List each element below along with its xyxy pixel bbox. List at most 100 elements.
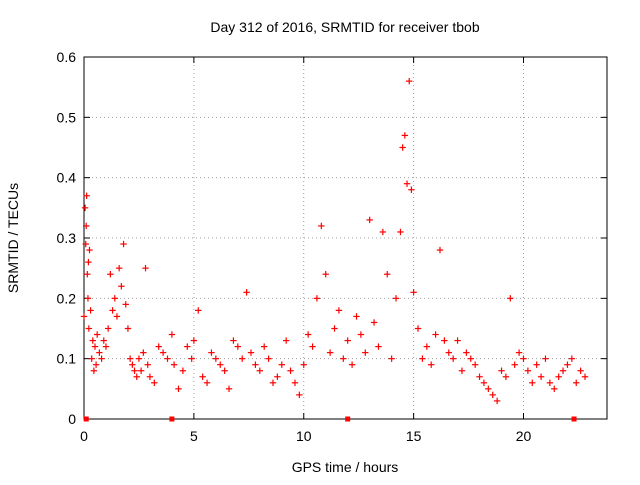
data-point bbox=[287, 367, 294, 374]
data-point bbox=[476, 373, 483, 380]
data-point bbox=[179, 367, 187, 374]
data-point bbox=[581, 373, 589, 380]
data-point bbox=[326, 349, 334, 356]
data-point bbox=[199, 373, 206, 380]
data-point bbox=[131, 367, 138, 374]
data-point bbox=[252, 361, 259, 368]
data-point bbox=[82, 222, 90, 230]
data-point bbox=[159, 349, 167, 356]
data-point bbox=[118, 283, 125, 290]
data-point bbox=[432, 331, 439, 338]
y-tick-label: 0.3 bbox=[57, 230, 77, 246]
data-point bbox=[577, 367, 584, 374]
data-point bbox=[335, 307, 343, 314]
data-point bbox=[515, 349, 523, 356]
data-point bbox=[366, 216, 373, 224]
data-point bbox=[155, 343, 162, 350]
data-point bbox=[265, 355, 272, 362]
data-point bbox=[86, 246, 93, 254]
data-point bbox=[529, 379, 536, 386]
data-point bbox=[436, 246, 444, 254]
data-point bbox=[379, 228, 387, 236]
data-point bbox=[256, 367, 263, 374]
y-tick-label: 0.4 bbox=[57, 170, 77, 186]
data-point bbox=[84, 295, 92, 302]
data-point bbox=[480, 379, 488, 386]
data-point bbox=[296, 391, 303, 399]
data-point bbox=[195, 307, 202, 314]
data-point bbox=[471, 361, 479, 368]
data-point bbox=[247, 349, 255, 356]
data-point bbox=[322, 271, 329, 278]
data-point bbox=[406, 77, 413, 85]
data-points bbox=[80, 77, 589, 405]
data-point bbox=[142, 264, 149, 272]
data-point bbox=[348, 361, 356, 368]
data-point bbox=[135, 355, 143, 362]
data-point bbox=[170, 361, 178, 368]
data-point bbox=[331, 325, 338, 332]
data-point bbox=[410, 289, 417, 296]
data-point bbox=[164, 355, 171, 362]
data-point bbox=[441, 337, 448, 344]
data-point bbox=[362, 349, 369, 356]
chart-title: Day 312 of 2016, SRMTID for receiver tbo… bbox=[210, 19, 479, 35]
data-point bbox=[388, 355, 395, 362]
baseline-markers bbox=[83, 416, 577, 422]
data-point bbox=[144, 361, 151, 368]
data-point bbox=[208, 349, 215, 356]
data-point bbox=[243, 289, 250, 296]
data-point bbox=[304, 331, 312, 338]
data-point bbox=[370, 319, 378, 326]
baseline-marker bbox=[571, 416, 577, 422]
data-point bbox=[559, 367, 567, 374]
data-point bbox=[80, 313, 88, 320]
data-point bbox=[175, 385, 182, 393]
data-point bbox=[463, 349, 470, 356]
baseline-marker bbox=[83, 416, 89, 422]
data-point bbox=[82, 240, 89, 248]
data-point bbox=[100, 337, 107, 344]
data-point bbox=[375, 343, 382, 350]
data-point bbox=[93, 331, 101, 338]
y-tick-label: 0.5 bbox=[57, 109, 77, 125]
data-point bbox=[498, 367, 505, 374]
data-point bbox=[151, 379, 158, 386]
data-point bbox=[133, 373, 140, 380]
data-point bbox=[428, 361, 435, 368]
data-point bbox=[408, 186, 415, 193]
data-point bbox=[122, 301, 129, 308]
data-point bbox=[124, 325, 132, 332]
data-point bbox=[269, 379, 277, 386]
data-point bbox=[551, 385, 558, 393]
data-point bbox=[102, 343, 110, 350]
data-point bbox=[85, 325, 93, 332]
data-point bbox=[91, 343, 99, 350]
data-point bbox=[89, 337, 96, 344]
data-point bbox=[107, 271, 114, 278]
data-point bbox=[546, 379, 554, 386]
data-point bbox=[511, 361, 518, 368]
data-point bbox=[392, 295, 400, 302]
data-point bbox=[113, 313, 121, 320]
data-point bbox=[555, 373, 562, 380]
data-point bbox=[401, 132, 409, 139]
data-point bbox=[353, 313, 360, 320]
y-tick-label: 0 bbox=[68, 411, 76, 427]
data-point bbox=[87, 307, 94, 314]
data-point bbox=[502, 373, 510, 380]
data-point bbox=[140, 349, 147, 356]
data-point bbox=[234, 343, 242, 350]
data-point bbox=[126, 355, 134, 362]
data-point bbox=[239, 355, 246, 362]
x-tick-label: 5 bbox=[190, 428, 198, 444]
data-point bbox=[168, 331, 176, 338]
data-point bbox=[274, 373, 281, 380]
data-point bbox=[278, 361, 285, 368]
data-point bbox=[92, 361, 100, 368]
data-point bbox=[524, 367, 532, 374]
data-point bbox=[230, 337, 237, 344]
x-tick-label: 15 bbox=[406, 428, 422, 444]
x-tick-label: 10 bbox=[296, 428, 312, 444]
